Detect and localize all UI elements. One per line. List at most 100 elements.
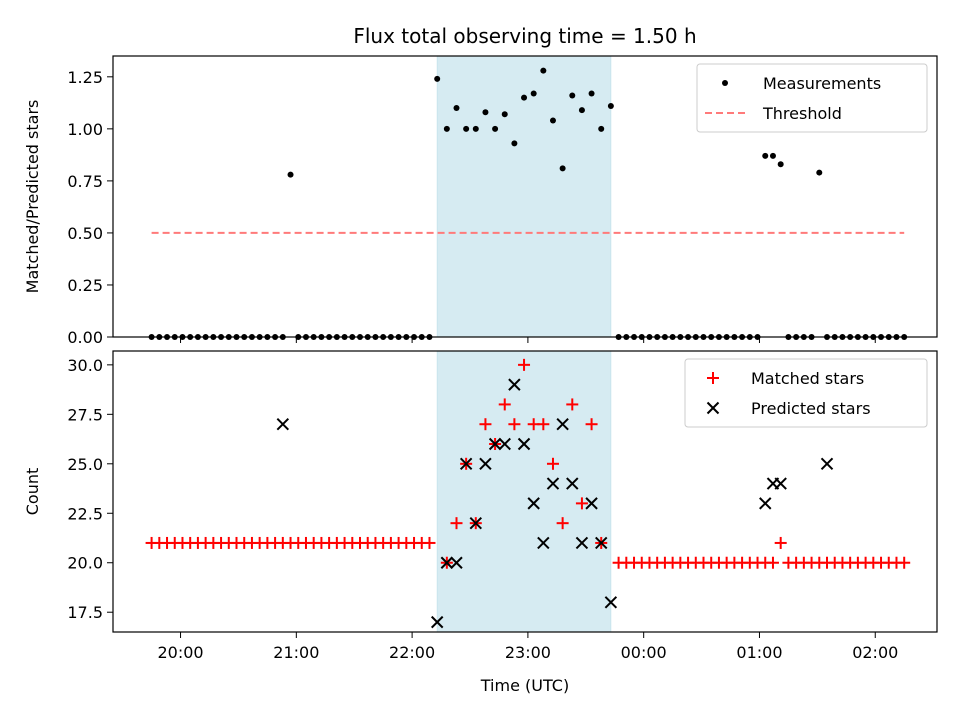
bottom-x-tick-label: 02:00 <box>852 643 898 662</box>
measurements-point <box>816 169 823 176</box>
bottom-y-tick-label: 20.0 <box>67 554 103 573</box>
predicted-stars-legend-swatch <box>706 401 720 415</box>
matched-stars-legend-swatch <box>707 372 719 384</box>
matched-stars-point <box>537 418 550 431</box>
matched-stars-point <box>450 517 463 530</box>
predicted-stars-point <box>450 556 463 569</box>
bottom-x-tick-label: 01:00 <box>736 643 782 662</box>
predicted-stars-point <box>595 536 608 550</box>
bottom-x-tick-label: 21:00 <box>273 643 319 662</box>
predicted-stars-point <box>546 477 560 490</box>
chart-title: Flux total observing time = 1.50 h <box>353 24 696 48</box>
predicted-stars-point <box>585 497 598 510</box>
predicted-stars-point <box>517 437 531 451</box>
matched-stars-point <box>898 556 911 569</box>
measurements-point <box>762 152 769 159</box>
predicted-stars-point <box>488 437 502 451</box>
top-y-tick-label: 1.00 <box>67 120 103 139</box>
matched-stars-point <box>766 556 779 569</box>
bottom-observing-span <box>436 350 612 633</box>
predicted-stars-point <box>469 516 482 530</box>
measurements-point <box>501 111 508 118</box>
measurements-point <box>549 117 556 124</box>
measurements-point <box>578 107 585 114</box>
measurements-point <box>287 171 294 178</box>
top-panel: 0.00 0.25 0.50 0.75 1.00 1.25 Matched/Predict… <box>23 55 938 347</box>
matched-stars-legend-label: Matched stars <box>751 369 864 388</box>
predicted-stars-point <box>759 497 772 510</box>
bottom-y-axis-label: Count <box>23 468 42 516</box>
predicted-stars-point <box>498 437 511 451</box>
predicted-stars-point <box>440 556 454 569</box>
matched-stars-point <box>585 418 598 431</box>
bottom-y-tick-label: 17.5 <box>67 603 103 622</box>
predicted-stars-point <box>430 615 444 629</box>
matched-stars-point <box>566 398 579 411</box>
bottom-x-axis-label: Time (UTC) <box>480 676 569 695</box>
bottom-legend: Matched stars Predicted stars <box>684 358 928 428</box>
bottom-y-tick-label: 22.5 <box>67 504 103 523</box>
predicted-stars-point <box>459 457 473 471</box>
top-y-tick-label: 1.25 <box>67 68 103 87</box>
predicted-stars-point <box>479 457 492 471</box>
matched-stars-point <box>774 536 787 549</box>
top-y-tick-label: 0.25 <box>67 276 103 295</box>
bottom-y-tick-label: 25.0 <box>67 455 103 474</box>
top-legend: Measurements Threshold <box>696 63 928 133</box>
measurements-point <box>492 125 499 132</box>
predicted-stars-point <box>575 536 589 550</box>
measurements-point <box>521 94 528 101</box>
predicted-stars-point <box>527 497 540 510</box>
measurements-point <box>777 161 784 168</box>
measurements-point <box>443 125 450 132</box>
bottom-axes-frame <box>112 350 938 633</box>
bottom-x-tick-label: 00:00 <box>621 643 667 662</box>
top-axis-ticks: 0.00 0.25 0.50 0.75 1.00 1.25 <box>67 68 876 347</box>
bottom-y-tick-label: 30.0 <box>67 356 103 375</box>
bottom-axis-ticks: 20:00 21:00 22:00 23:00 00:00 01:00 02:00 17.5 2… <box>67 356 898 662</box>
top-legend-box <box>696 63 928 133</box>
bottom-legend-box <box>684 358 928 428</box>
top-y-tick-label: 0.50 <box>67 224 103 243</box>
top-axes-frame <box>112 55 938 338</box>
bottom-x-tick-label: 20:00 <box>157 643 203 662</box>
matched-stars-point <box>423 536 436 549</box>
matched-stars-point <box>575 497 588 510</box>
measurements-legend-swatch <box>722 80 728 86</box>
matched-stars-point <box>479 418 492 431</box>
measurements-point <box>530 90 537 97</box>
predicted-stars-point <box>774 477 787 490</box>
bottom-panel: 20:00 21:00 22:00 23:00 00:00 01:00 02:00 17.5 2… <box>23 350 938 695</box>
top-y-tick-label: 0.75 <box>67 172 103 191</box>
predicted-stars-point <box>508 378 521 391</box>
measurements-point <box>569 92 576 99</box>
measurements-point <box>607 102 614 109</box>
matched-stars-point <box>508 418 521 431</box>
predicted-stars-point <box>820 457 834 471</box>
measurements-point <box>511 140 518 147</box>
predicted-stars-legend-label: Predicted stars <box>751 399 871 418</box>
matched-stars-point <box>556 517 569 530</box>
threshold-legend-label: Threshold <box>762 104 842 123</box>
matched-stars-point <box>546 457 559 470</box>
matched-stars-point <box>498 398 511 411</box>
measurements-point <box>472 125 479 132</box>
measurements-point <box>588 90 595 97</box>
bottom-x-tick-label: 22:00 <box>389 643 435 662</box>
top-y-tick-label: 0.00 <box>67 328 103 347</box>
bottom-x-tick-label: 23:00 <box>505 643 551 662</box>
matched-stars-point <box>518 358 531 371</box>
measurements-legend-label: Measurements <box>763 74 881 93</box>
measurements-point <box>540 67 547 74</box>
bottom-series-layer <box>145 358 911 629</box>
top-y-axis-label: Matched/Predicted stars <box>23 100 42 294</box>
measurements-point <box>482 109 489 116</box>
predicted-stars-point <box>276 418 290 431</box>
measurements-point <box>769 152 776 159</box>
measurements-point <box>559 165 566 172</box>
predicted-stars-point <box>604 596 618 609</box>
predicted-stars-point <box>566 477 579 490</box>
top-observing-span <box>436 55 612 338</box>
measurements-point <box>434 75 441 82</box>
measurements-point <box>598 125 605 132</box>
